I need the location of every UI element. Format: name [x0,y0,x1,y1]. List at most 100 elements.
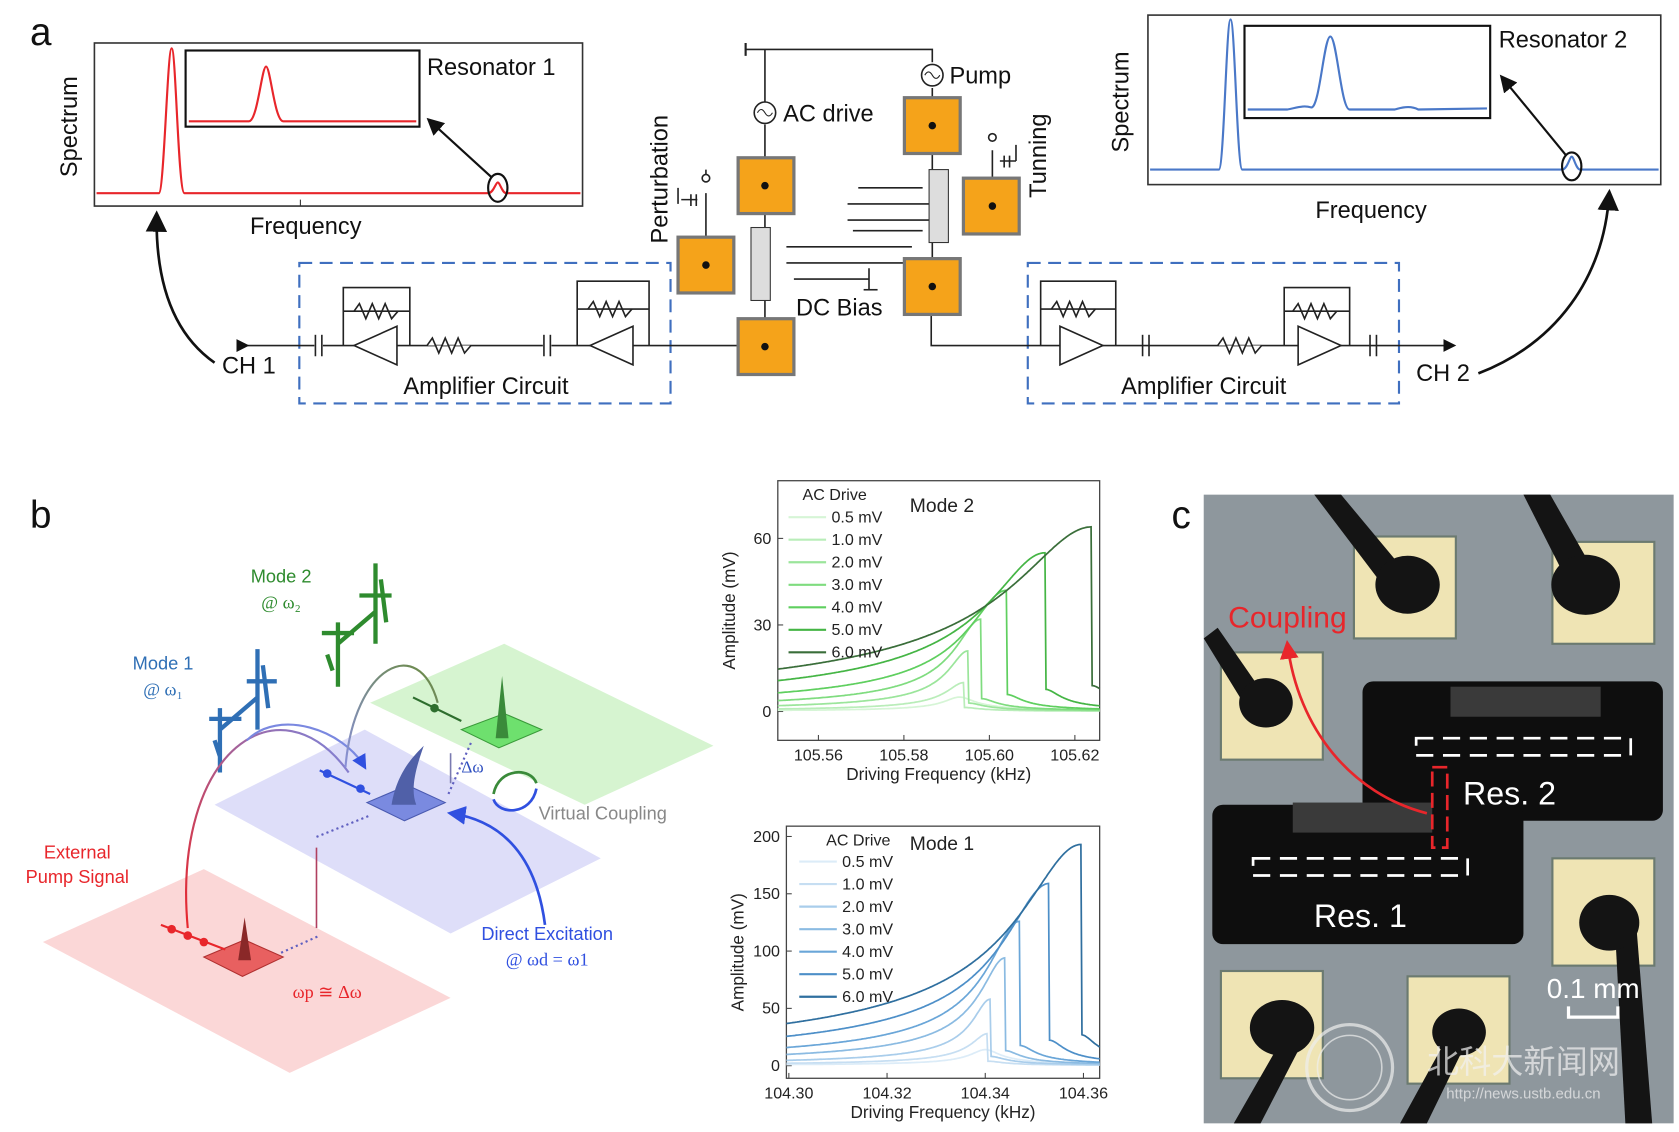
x-tick-label: 104.36 [1059,1085,1108,1103]
legend-entry: 4.0 mV [831,599,882,617]
y-tick-label: 50 [762,1000,780,1018]
mode2-chart: 105.56 105.58 105.60 105.62 0 30 60 Driving Fre… [719,480,1101,784]
delta-omega-label: Δω [461,758,483,777]
x-tick-label: 105.56 [794,747,843,765]
series-line [777,525,1101,690]
frequency-xlabel: Frequency [250,214,362,240]
panel-letter-c: c [1172,494,1191,537]
mode2-plane [370,643,714,805]
x-tick-label: 104.32 [862,1085,911,1103]
series-line [786,920,1100,1064]
mode2-resonator-icon [321,563,392,687]
y-tick-label: 100 [753,942,780,960]
right-inset-trace [1247,35,1487,111]
peak-circle [1560,151,1583,182]
zoom-arrow [1499,74,1568,157]
watermark-url: http://news.ustb.edu.cn [1446,1086,1600,1103]
x-axis-label: Driving Frequency (kHz) [851,1102,1036,1122]
amplifier-box [298,261,672,405]
amplifier-label: Amplifier Circuit [1121,374,1287,400]
x-tick-label: 104.34 [961,1085,1010,1103]
series-line [786,998,1100,1066]
mode2-freq-label: @ ω₂ [261,592,301,612]
virtual-coupling-label: Virtual Coupling [539,803,667,824]
series-line [786,1032,1100,1066]
right-spectrum-trace [1150,18,1659,171]
panel-b: b Mode 2 @ ω₂ Mode 1 @ ω₁ [26,494,714,1073]
res1-label: Res. 1 [1314,898,1407,934]
series-line [777,618,1100,711]
opamp [1297,324,1344,367]
mode2-peak-icon [495,675,509,739]
pump-label: Pump [949,64,1011,90]
mode1-arc [245,723,367,770]
mode-markers [160,696,462,951]
legend-entry: 5.0 mV [831,621,882,639]
y-tick-label: 0 [771,1057,780,1075]
right-spectrum-frame [1147,14,1662,186]
series-line [786,1048,1100,1066]
frequency-xlabel: Frequency [1315,198,1427,224]
series-line [786,843,1101,1048]
right-inset-frame [1243,24,1492,120]
dc-bias-label: DC Bias [796,295,883,321]
mode1-peak-icon [391,745,424,805]
ch1-to-spectrum-arrow [145,210,216,364]
res2-label: Res. 2 [1463,776,1556,812]
res1-outline [1251,857,1469,877]
tuning-label: Tunning [1026,113,1052,197]
amplifier-label: Amplifier Circuit [403,374,569,400]
left-spectrum-frame [93,42,584,207]
ch1-label: CH 1 [222,353,276,379]
mode2-arc [344,664,439,768]
coupling-label: Coupling [1228,602,1346,635]
ac-drive-label: AC drive [783,101,873,127]
plot-frame [777,480,1101,741]
series-line [786,882,1100,1060]
signal-wire [930,287,1457,352]
watermark: 北科大新闻网 http://news.ustb.edu.cn [1305,1023,1620,1113]
x-tick-label: 105.60 [965,747,1014,765]
series-line [777,650,1100,712]
mode1-plane [214,729,601,934]
y-tick-label: 60 [753,530,771,548]
legend-entry: 1.0 mV [831,531,882,549]
mode1-chart: 104.30 104.32 104.34 104.36 0 50 100 150 200 Driv… [727,825,1108,1122]
virtual-coupling-icon [492,770,538,795]
direct-excitation-arrow [446,806,547,926]
legend-entry: 5.0 mV [842,966,893,984]
chart-title: Mode 2 [910,496,974,517]
opamp [352,324,398,367]
legend-entry: 2.0 mV [831,554,882,572]
right-spectrum-plot: Resonator 2 Spectrum Frequency [1109,14,1662,224]
mode1-resonator-icon [209,649,277,773]
spectrum-ylabel: Spectrum [1109,52,1135,153]
left-spectrum-trace [96,47,581,195]
legend-entry: 0.5 mV [842,853,893,871]
coupling-region [1430,765,1449,849]
scale-label: 0.1 mm [1547,973,1640,1004]
zoom-arrow [426,117,493,178]
resonator-2-label: Resonator 2 [1499,27,1628,53]
plot-frame [785,825,1101,1079]
panel-a: a Resonator 1 Spectrum Frequency Resonat… [30,11,1662,405]
legend-entry: 3.0 mV [842,921,893,939]
direct-excitation-label: Direct Excitation [481,923,613,944]
mode1-freq-label: @ ω₁ [143,679,183,699]
comb-drive [928,169,949,244]
legend-title: AC Drive [803,486,867,504]
university-seal-logo [1305,1023,1395,1113]
resonator-device: AC drive Pump Perturbation Tunning DC Bi… [647,42,1052,377]
left-inset-trace [188,65,417,123]
perturbation-label: Perturbation [647,115,673,244]
legend-entry: 6.0 mV [842,988,893,1006]
resonator-1-label: Resonator 1 [427,55,556,81]
mode2-label: Mode 2 [251,566,312,587]
legend-entry: 3.0 mV [831,576,882,594]
legend-entry: 2.0 mV [842,898,893,916]
pump-arc [185,729,350,929]
bond-wires [1203,494,1653,1124]
legend-entry: 0.5 mV [831,509,882,527]
coupling-arrow [1279,640,1428,815]
